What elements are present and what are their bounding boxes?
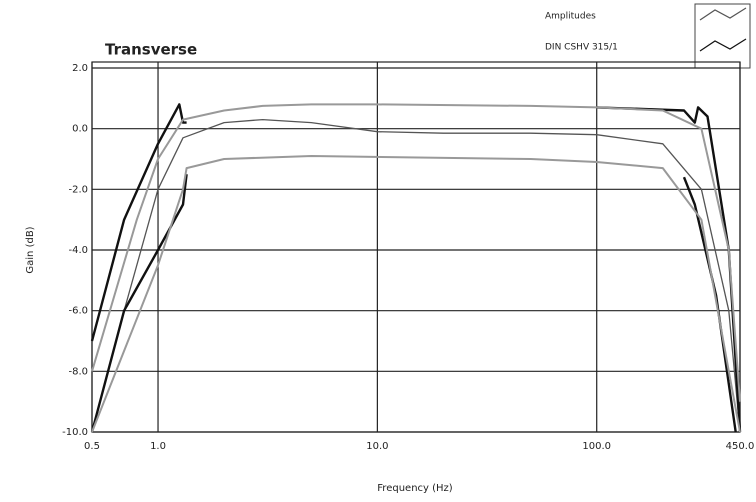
x-axis-label: Frequency (Hz) bbox=[377, 483, 453, 494]
y-tick-label: 0.0 bbox=[72, 124, 88, 135]
series-line bbox=[91, 155, 741, 433]
chart-title: Transverse bbox=[105, 41, 197, 59]
x-tick-label: 450.0 bbox=[726, 441, 755, 452]
x-tick-label: 0.5 bbox=[84, 441, 100, 452]
series-line bbox=[90, 103, 742, 433]
series-line bbox=[91, 118, 741, 433]
y-tick-label: -10.0 bbox=[62, 427, 88, 438]
y-tick-label: -6.0 bbox=[68, 306, 88, 317]
y-tick-label: -8.0 bbox=[68, 366, 88, 377]
x-tick-label: 10.0 bbox=[366, 441, 388, 452]
legend-label: Amplitudes bbox=[545, 12, 596, 22]
x-tick-label: 100.0 bbox=[582, 441, 611, 452]
series-line bbox=[90, 174, 737, 433]
legend-label: DIN CSHV 315/1 bbox=[545, 43, 618, 53]
legend-swatch bbox=[699, 38, 747, 52]
y-axis-label: Gain (dB) bbox=[25, 226, 36, 273]
legend-swatch bbox=[699, 7, 747, 21]
y-tick-label: 2.0 bbox=[72, 63, 88, 74]
y-tick-label: -2.0 bbox=[68, 184, 88, 195]
series-line bbox=[91, 103, 741, 402]
y-tick-label: -4.0 bbox=[68, 245, 88, 256]
x-tick-label: 1.0 bbox=[150, 441, 166, 452]
